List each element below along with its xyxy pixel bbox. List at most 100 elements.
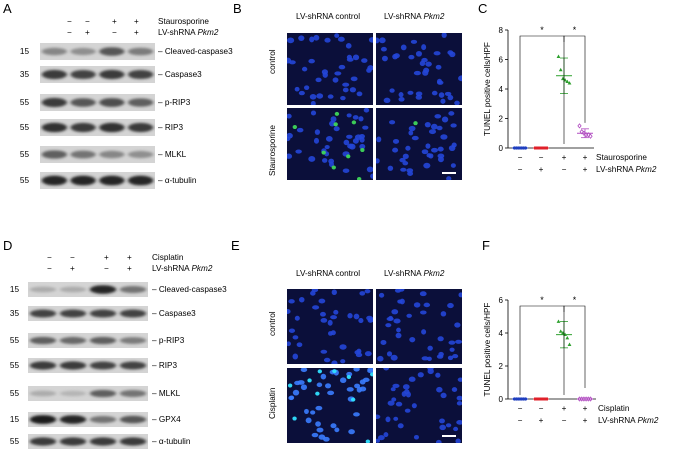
tunel-positive-cell bbox=[334, 111, 340, 116]
blot-band bbox=[119, 390, 147, 397]
nucleus bbox=[378, 292, 385, 298]
y-axis-label: TUNEL positive cells/HPF bbox=[483, 303, 492, 397]
nucleus bbox=[353, 412, 360, 417]
nucleus bbox=[417, 372, 424, 378]
nucleus bbox=[435, 372, 441, 378]
nucleus bbox=[440, 392, 447, 399]
nucleus bbox=[455, 438, 461, 443]
tunel-positive-cell bbox=[351, 120, 357, 125]
nucleus bbox=[436, 125, 443, 131]
condition-label: LV-shRNA Pkm2 bbox=[596, 165, 657, 174]
nucleus bbox=[448, 111, 455, 116]
nucleus bbox=[440, 311, 447, 317]
significance-star: * bbox=[540, 295, 544, 305]
blot-band bbox=[41, 47, 68, 56]
nucleus bbox=[450, 123, 457, 128]
blot-protein-label: – p-RIP3 bbox=[158, 97, 191, 107]
molecular-weight-label: 55 bbox=[19, 97, 29, 107]
condition-sign: − bbox=[539, 404, 544, 413]
tunel-positive-cell bbox=[346, 374, 352, 379]
molecular-weight-label: 15 bbox=[9, 414, 19, 424]
blot-band bbox=[119, 437, 147, 446]
blot-strip bbox=[40, 66, 155, 83]
tunel-positive-cell bbox=[346, 154, 351, 159]
condition-label: LV-shRNA Pkm2 bbox=[158, 28, 219, 37]
y-tick-label: 6 bbox=[499, 56, 504, 65]
nucleus bbox=[334, 71, 342, 76]
nucleus bbox=[421, 356, 429, 361]
nucleus bbox=[362, 125, 369, 130]
nucleus bbox=[404, 408, 411, 413]
blot-band bbox=[59, 286, 87, 293]
nucleus bbox=[413, 435, 420, 440]
tunel-positive-cell bbox=[332, 369, 337, 374]
nucleus bbox=[325, 136, 333, 142]
nucleus bbox=[400, 167, 407, 172]
condition-sign: − bbox=[47, 264, 52, 273]
nucleus bbox=[323, 436, 330, 442]
significance-star: * bbox=[540, 25, 544, 35]
nucleus bbox=[287, 341, 291, 347]
nucleus bbox=[393, 416, 399, 421]
nucleus bbox=[350, 76, 358, 82]
nucleus bbox=[327, 390, 335, 396]
nucleus bbox=[386, 351, 393, 357]
nucleus bbox=[398, 92, 404, 98]
nucleus bbox=[420, 310, 427, 315]
blot-band bbox=[99, 69, 125, 80]
condition-label: Staurosporine bbox=[158, 17, 209, 26]
nucleus bbox=[419, 60, 426, 66]
condition-sign: + bbox=[583, 153, 588, 162]
panel-label-c: C bbox=[478, 1, 488, 16]
condition-sign: + bbox=[104, 253, 109, 262]
blot-band bbox=[59, 390, 87, 397]
condition-label: Cisplatin bbox=[598, 404, 630, 413]
blot-band bbox=[89, 361, 117, 370]
nucleus bbox=[383, 432, 389, 438]
nucleus bbox=[440, 134, 448, 140]
nucleus bbox=[376, 438, 381, 443]
nucleus bbox=[343, 139, 350, 146]
tunel-positive-cell bbox=[292, 125, 298, 130]
molecular-weight-label: 55 bbox=[19, 149, 29, 159]
nucleus bbox=[407, 90, 414, 95]
nucleus bbox=[305, 417, 312, 424]
blot-band bbox=[41, 97, 68, 108]
blot-band bbox=[70, 69, 96, 80]
nucleus bbox=[320, 373, 327, 380]
nucleus bbox=[426, 356, 432, 362]
nucleus bbox=[447, 355, 454, 361]
data-point bbox=[558, 67, 563, 72]
fluorescence-image-cisplatin-control bbox=[287, 368, 373, 443]
blot-band bbox=[29, 336, 57, 345]
nucleus bbox=[425, 143, 431, 149]
data-point bbox=[567, 81, 572, 85]
condition-sign: + bbox=[539, 416, 544, 425]
nucleus bbox=[289, 395, 295, 400]
fluorescence-image-control-pkm2 bbox=[376, 33, 462, 105]
nucleus bbox=[297, 380, 305, 385]
nucleus bbox=[425, 61, 432, 67]
nucleus bbox=[408, 376, 416, 382]
blot-band bbox=[29, 415, 57, 424]
nucleus bbox=[301, 66, 308, 72]
nucleus bbox=[339, 344, 347, 350]
y-tick-label: 0 bbox=[499, 395, 504, 404]
blot-protein-label: – Cleaved-caspase3 bbox=[152, 284, 227, 294]
nucleus bbox=[310, 410, 316, 415]
nucleus bbox=[345, 42, 352, 49]
blot-band bbox=[89, 437, 117, 446]
molecular-weight-label: 55 bbox=[19, 175, 29, 185]
nucleus bbox=[287, 308, 291, 314]
data-point bbox=[577, 123, 582, 129]
tunel-positive-cell bbox=[370, 372, 373, 377]
nucleus bbox=[327, 319, 333, 326]
blot-band bbox=[119, 309, 147, 318]
nucleus bbox=[315, 421, 321, 427]
nucleus bbox=[348, 143, 356, 150]
nucleus bbox=[398, 96, 405, 102]
nucleus bbox=[356, 91, 363, 97]
nucleus bbox=[411, 403, 417, 409]
nucleus bbox=[383, 97, 391, 104]
nucleus bbox=[334, 33, 340, 38]
